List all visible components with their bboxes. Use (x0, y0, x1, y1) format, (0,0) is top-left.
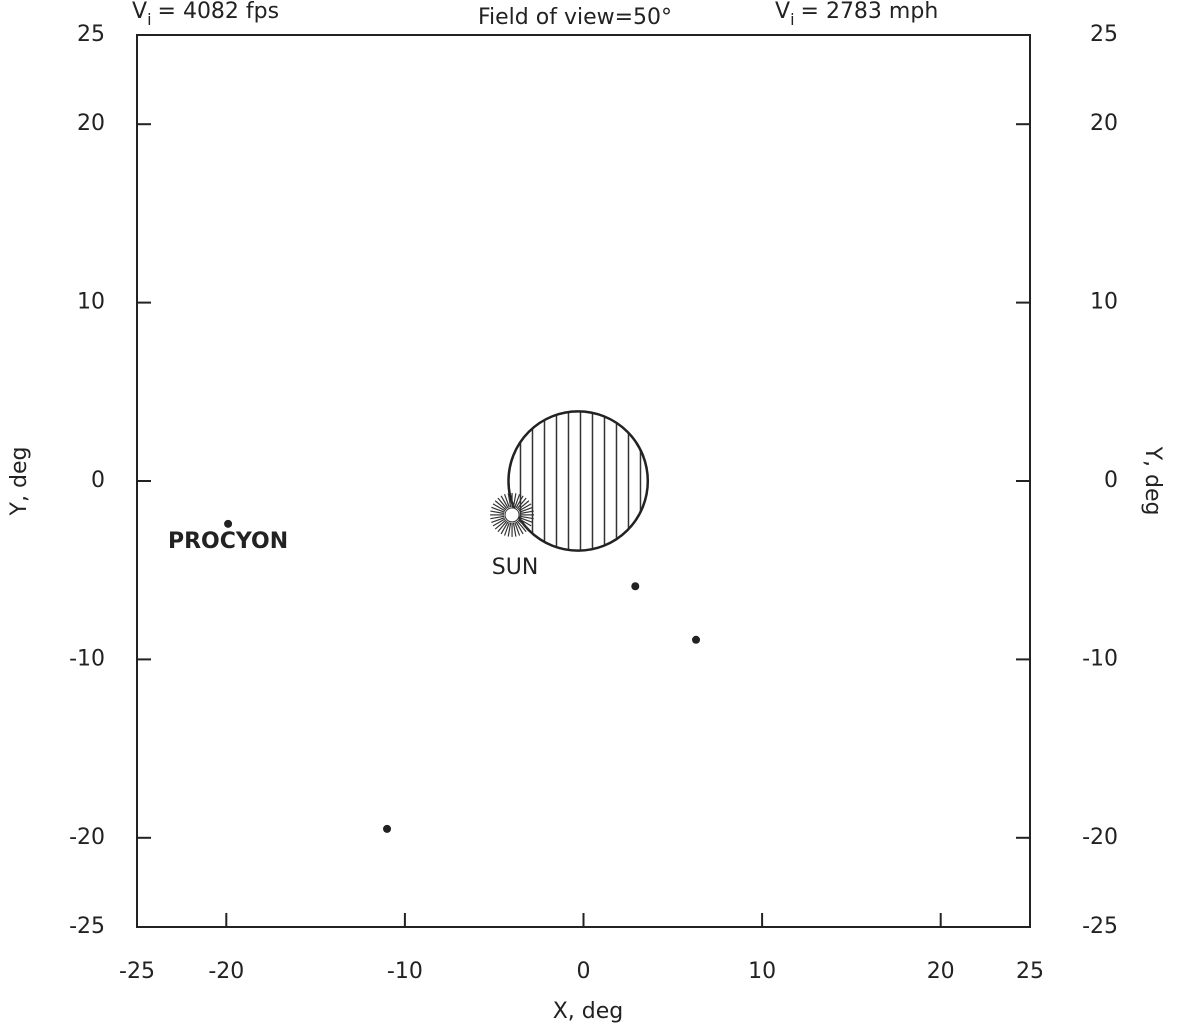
y-tick-label: -20 (69, 825, 105, 850)
sun-ray (518, 518, 532, 527)
x-tick-label: -20 (208, 959, 244, 984)
header-left: Vi = 4082 fps (132, 0, 279, 29)
sun-ray (519, 506, 533, 513)
sun-ray (491, 517, 505, 523)
symbol: V (775, 0, 790, 24)
y2-tick-label: -10 (1082, 646, 1118, 671)
header-text: = 4082 fps (158, 0, 280, 24)
moon (507, 410, 650, 552)
sun-ray (503, 494, 510, 508)
y2-tick-label: -25 (1082, 914, 1118, 939)
x-tick-label: 10 (748, 959, 776, 984)
sun-ray (494, 519, 507, 530)
y2-tick-label: 10 (1090, 290, 1118, 315)
sun-ray (500, 521, 509, 535)
sun-ray (515, 495, 524, 509)
sun-ray (512, 522, 517, 537)
sun-ray (514, 494, 521, 508)
sun-ray (494, 500, 507, 511)
y-tick-label: 0 (91, 468, 105, 493)
y2-tick-label: 25 (1090, 22, 1118, 47)
sun-ray (500, 495, 509, 509)
star (631, 582, 640, 591)
sun-ray (490, 515, 505, 520)
star-label: PROCYON (168, 529, 288, 554)
subscript: i (147, 10, 151, 29)
sun-ray (507, 493, 512, 508)
sun-ray (519, 517, 533, 523)
chart-title: Field of view=50° (478, 5, 672, 30)
sun-ray (497, 520, 508, 533)
sun-ray (516, 520, 527, 533)
subscript: i (790, 10, 794, 29)
x-tick-label: 0 (577, 959, 591, 984)
y-axis-label: Y, deg (7, 447, 32, 517)
x-axis-label: X, deg (553, 999, 624, 1024)
x-tick-label: 25 (1016, 959, 1044, 984)
x-tick-label: -25 (119, 959, 155, 984)
sun (504, 507, 520, 523)
sun-ray (514, 522, 521, 536)
y2-tick-label: 20 (1090, 111, 1118, 136)
y-tick-label: -25 (69, 914, 105, 939)
sun-ray (503, 522, 510, 536)
star (383, 824, 392, 833)
y-tick-label: 20 (77, 111, 105, 136)
y-tick-label: 25 (77, 22, 105, 47)
y2-tick-label: -20 (1082, 825, 1118, 850)
sun-ray (515, 521, 524, 535)
sun-ray (517, 519, 530, 530)
sun-label: SUN (492, 555, 539, 580)
sun-ray (518, 503, 532, 512)
sun-ray (492, 503, 506, 512)
sun-ray (507, 522, 512, 537)
sun-ray (491, 506, 505, 513)
y-tick-label: -10 (69, 646, 105, 671)
y2-axis-label: Y, deg (1140, 446, 1165, 516)
star (224, 519, 233, 528)
plot-frame (136, 34, 1031, 928)
sun-ray (512, 493, 517, 508)
x-tick-label: -10 (387, 959, 423, 984)
sun-ray (497, 497, 508, 510)
sun-ray (516, 497, 527, 510)
sun-ray (517, 500, 530, 511)
y-tick-label: 10 (77, 290, 105, 315)
symbol: V (132, 0, 147, 24)
sun-ray (492, 518, 506, 527)
x-tick-label: 20 (927, 959, 955, 984)
header-right: Vi = 2783 mph (775, 0, 938, 29)
sun-ray (519, 510, 534, 515)
sun-ray (490, 510, 505, 515)
star (692, 635, 701, 644)
header-text: = 2783 mph (801, 0, 939, 24)
y2-tick-label: 0 (1104, 468, 1118, 493)
sun-ray (519, 515, 534, 520)
